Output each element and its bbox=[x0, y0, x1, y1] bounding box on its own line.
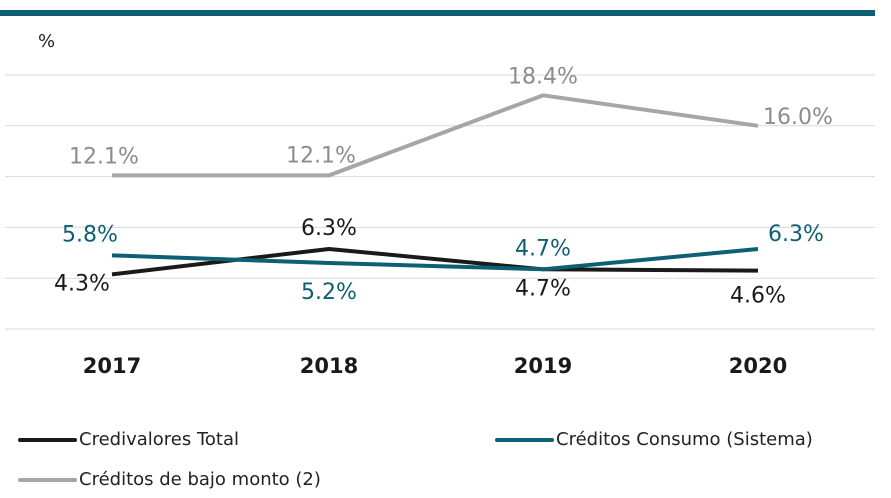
data-label: 4.3% bbox=[54, 271, 110, 296]
x-tick-label: 2019 bbox=[514, 354, 572, 378]
data-label: 5.8% bbox=[62, 222, 118, 247]
data-label: 6.3% bbox=[301, 216, 357, 241]
series-line bbox=[111, 246, 759, 277]
x-tick-label: 2020 bbox=[729, 354, 787, 378]
data-label: 18.4% bbox=[508, 64, 578, 89]
y-axis-label: % bbox=[38, 31, 55, 52]
series-line bbox=[111, 246, 759, 272]
series-line bbox=[112, 93, 759, 178]
data-label: 4.7% bbox=[515, 236, 571, 261]
data-label: 12.1% bbox=[286, 143, 356, 168]
header-bar bbox=[0, 10, 875, 16]
x-tick-label: 2018 bbox=[300, 354, 358, 378]
x-tick-label: 2017 bbox=[83, 354, 141, 378]
data-label: 4.7% bbox=[515, 276, 571, 301]
data-label: 12.1% bbox=[69, 144, 139, 169]
data-label: 4.6% bbox=[730, 284, 786, 309]
legend-label: Créditos Consumo (Sistema) bbox=[556, 429, 813, 450]
legend-label: Credivalores Total bbox=[79, 429, 239, 450]
data-label: 5.2% bbox=[301, 280, 357, 305]
legend-label: Créditos de bajo monto (2) bbox=[79, 469, 321, 490]
data-label: 6.3% bbox=[768, 222, 824, 247]
data-label: 16.0% bbox=[763, 105, 833, 130]
